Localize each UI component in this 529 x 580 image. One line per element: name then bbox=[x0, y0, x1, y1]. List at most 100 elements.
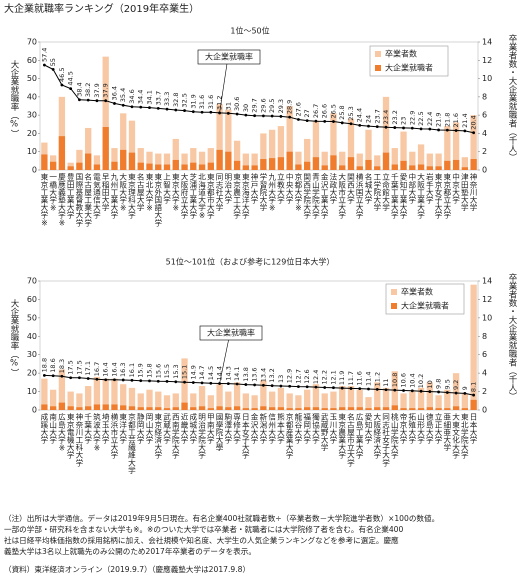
category-label: 静岡大学 bbox=[136, 412, 145, 444]
rate-point bbox=[314, 119, 318, 123]
bar bbox=[128, 387, 136, 410]
rate-label: 13.4 bbox=[259, 368, 267, 382]
category-label: 新潟大学 bbox=[259, 412, 268, 444]
rate-point bbox=[437, 390, 440, 394]
rate-point bbox=[104, 99, 108, 103]
category-label: 名城大学 bbox=[364, 172, 373, 204]
bar bbox=[155, 407, 162, 410]
rate-label: 21.4 bbox=[461, 113, 469, 127]
category-label: 東北学院大学 bbox=[460, 412, 469, 459]
rate-point bbox=[139, 379, 143, 383]
category-label: 千葉工業大学 bbox=[390, 172, 399, 219]
bar bbox=[41, 378, 48, 410]
rate-point bbox=[235, 382, 239, 386]
y-tick-label: 40 bbox=[27, 332, 37, 341]
category-label: 広島工業大学 bbox=[355, 412, 364, 459]
category-label: 中央大学 bbox=[285, 172, 294, 204]
bar bbox=[41, 154, 48, 170]
bar bbox=[444, 389, 451, 410]
bar bbox=[190, 162, 197, 170]
rate-label: 37.9 bbox=[93, 83, 101, 97]
rate-label: 26.5 bbox=[329, 104, 337, 118]
bar bbox=[400, 393, 407, 410]
rate-label: 29.3 bbox=[277, 99, 285, 113]
rate-label: 31 bbox=[224, 102, 232, 110]
rate-label: 11.7 bbox=[347, 371, 355, 385]
bar bbox=[111, 378, 118, 410]
rate-point bbox=[191, 381, 195, 384]
y2-tick-label: 0 bbox=[482, 406, 487, 415]
bar bbox=[251, 408, 258, 410]
bar bbox=[172, 407, 179, 410]
rate-point bbox=[244, 113, 248, 117]
bar bbox=[435, 408, 442, 410]
bar bbox=[85, 386, 92, 410]
bar bbox=[49, 161, 57, 170]
bar bbox=[470, 115, 477, 170]
rate-point bbox=[191, 110, 195, 114]
bar bbox=[93, 155, 101, 170]
rate-point bbox=[113, 378, 116, 382]
category-label: 帝京大学 bbox=[399, 412, 408, 444]
bar bbox=[304, 389, 311, 410]
rate-point bbox=[174, 380, 178, 384]
rate-label: 10.2 bbox=[417, 374, 425, 388]
bar bbox=[391, 405, 398, 410]
category-label: 國學院大學 bbox=[215, 413, 224, 452]
rate-label: 28.9 bbox=[286, 100, 294, 114]
rate-point bbox=[472, 131, 476, 135]
bar bbox=[58, 369, 66, 410]
plot-frame bbox=[39, 41, 479, 171]
bar bbox=[120, 113, 127, 170]
rate-label: 33.3 bbox=[163, 92, 171, 106]
y2-tick-label: 8 bbox=[482, 332, 487, 341]
category-label: 電気通信大学 bbox=[92, 173, 101, 219]
y-tick-label: 50 bbox=[27, 313, 37, 322]
bar bbox=[137, 162, 144, 170]
rate-label: 18.8 bbox=[40, 358, 48, 372]
bar bbox=[277, 407, 285, 410]
bar bbox=[330, 155, 337, 170]
category-label: 成城大学 bbox=[189, 412, 198, 444]
category-label: 京都産業大学 bbox=[285, 412, 294, 459]
category-label: 立教大学 bbox=[276, 172, 285, 204]
y2-tick-label: 8 bbox=[482, 92, 487, 101]
bar bbox=[304, 407, 311, 410]
rate-point bbox=[156, 379, 160, 383]
bar bbox=[339, 407, 346, 410]
category-label: 大阪府立大学 bbox=[180, 172, 189, 219]
category-label: 一橋大学※ bbox=[48, 173, 57, 212]
category-label: 工学院大学 bbox=[373, 173, 382, 211]
bar bbox=[268, 407, 276, 410]
rate-label: 23 bbox=[400, 117, 408, 125]
rate-label: 37.9 bbox=[102, 83, 110, 97]
rate-point bbox=[323, 119, 327, 123]
rate-point bbox=[42, 63, 46, 67]
rate-label: 16.4 bbox=[110, 362, 118, 376]
bar bbox=[146, 151, 153, 170]
rate-point bbox=[244, 383, 248, 386]
bar bbox=[85, 127, 92, 170]
rate-label: 15.6 bbox=[154, 364, 162, 378]
legend-swatch bbox=[375, 65, 381, 71]
rate-point bbox=[297, 118, 300, 121]
rate-label: 10 bbox=[426, 380, 434, 388]
category-label: 明治大学 bbox=[224, 173, 233, 204]
category-label: 東京都市大学 bbox=[206, 172, 215, 219]
bar bbox=[155, 164, 162, 170]
rate-label: 55 bbox=[49, 58, 57, 66]
bar bbox=[374, 382, 381, 410]
bar bbox=[409, 408, 416, 410]
category-label: 同志社大学 bbox=[215, 173, 224, 211]
rate-point bbox=[358, 123, 362, 127]
rate-label: 12.7 bbox=[294, 369, 302, 383]
category-label: 東京海洋大学 bbox=[241, 172, 250, 219]
bar bbox=[216, 104, 223, 170]
rate-label: 15.8 bbox=[146, 363, 154, 377]
category-label: 東京理科大学 bbox=[127, 172, 136, 219]
rate-label: 13.6 bbox=[251, 367, 259, 381]
bar bbox=[93, 404, 101, 410]
bar bbox=[102, 127, 109, 170]
rate-label: 10.4 bbox=[408, 373, 416, 387]
